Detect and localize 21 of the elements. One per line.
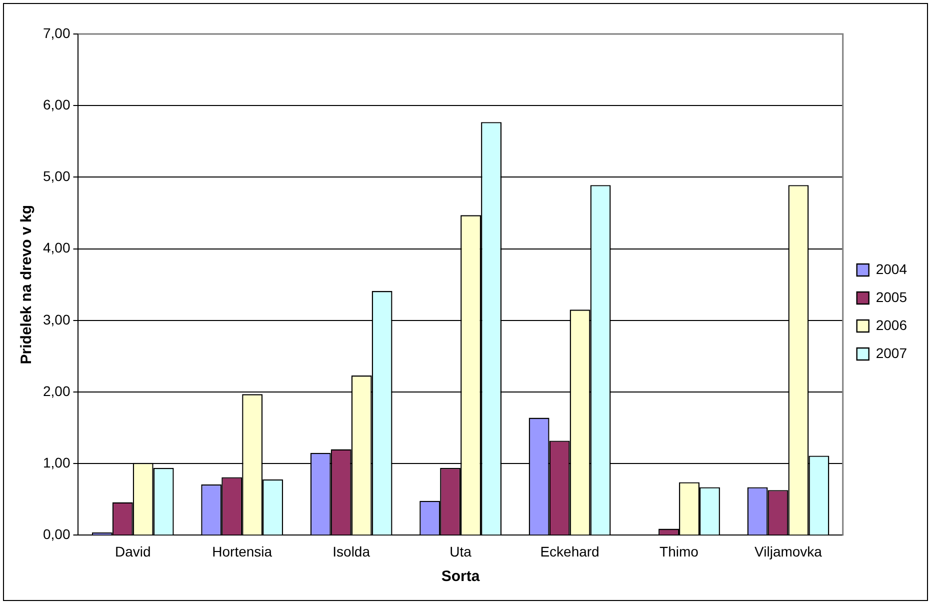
legend-label: 2006 — [876, 316, 908, 333]
legend-label: 2007 — [876, 344, 908, 361]
y-tick-label: 7,00 — [43, 24, 70, 41]
x-tick-label: Hortensia — [212, 543, 272, 560]
x-axis-title: Sorta — [441, 568, 480, 586]
y-tick-label: 4,00 — [43, 240, 70, 256]
y-tick-label: 5,00 — [43, 168, 70, 184]
x-tick-label: Thimo — [660, 543, 699, 560]
x-tick-label: Eckehard — [540, 543, 600, 560]
y-tick-label: 1,00 — [43, 454, 70, 470]
x-tick-label: Isolda — [332, 543, 370, 560]
legend-label: 2005 — [876, 288, 908, 305]
legend-label: 2004 — [876, 260, 908, 277]
x-tick-label: David — [114, 543, 151, 560]
y-axis-title: Pridelek na drevo v kg — [18, 204, 36, 364]
x-tick-label: Viljamovka — [754, 543, 822, 560]
x-tick-label: Uta — [450, 543, 472, 560]
y-tick-label: 6,00 — [43, 96, 70, 112]
y-tick-label: 2,00 — [43, 382, 70, 399]
y-tick-label: 0,00 — [43, 526, 70, 542]
y-tick-label: 3,00 — [43, 311, 70, 328]
